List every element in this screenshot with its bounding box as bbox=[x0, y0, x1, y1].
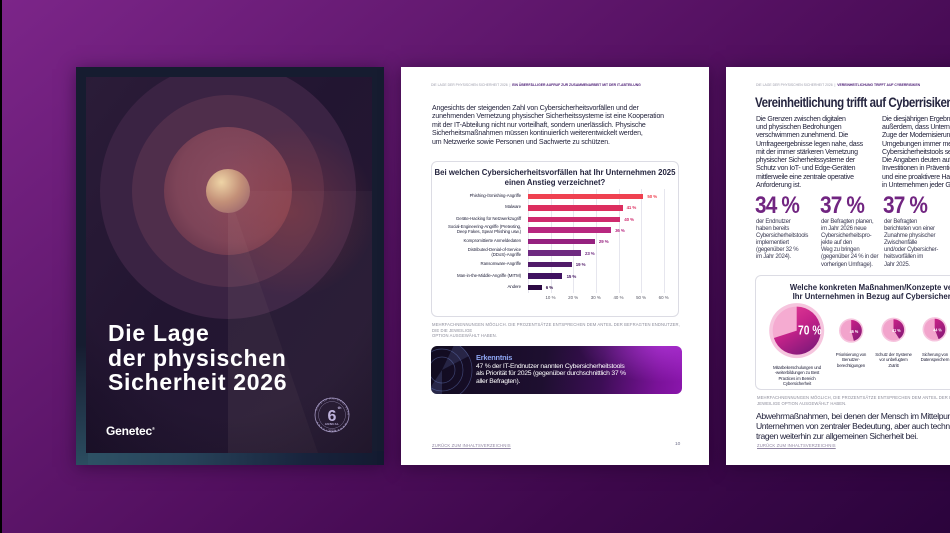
svg-text:44 %: 44 % bbox=[933, 328, 942, 333]
svg-text:ANNUAL: ANNUAL bbox=[325, 422, 339, 426]
svg-text:41 %: 41 % bbox=[892, 328, 901, 333]
svg-text:46 %: 46 % bbox=[850, 329, 859, 334]
svg-text:70 %: 70 % bbox=[798, 323, 822, 338]
svg-text:2026: 2026 bbox=[328, 429, 336, 433]
svg-text:th: th bbox=[338, 405, 342, 410]
svg-text:6: 6 bbox=[328, 408, 337, 425]
